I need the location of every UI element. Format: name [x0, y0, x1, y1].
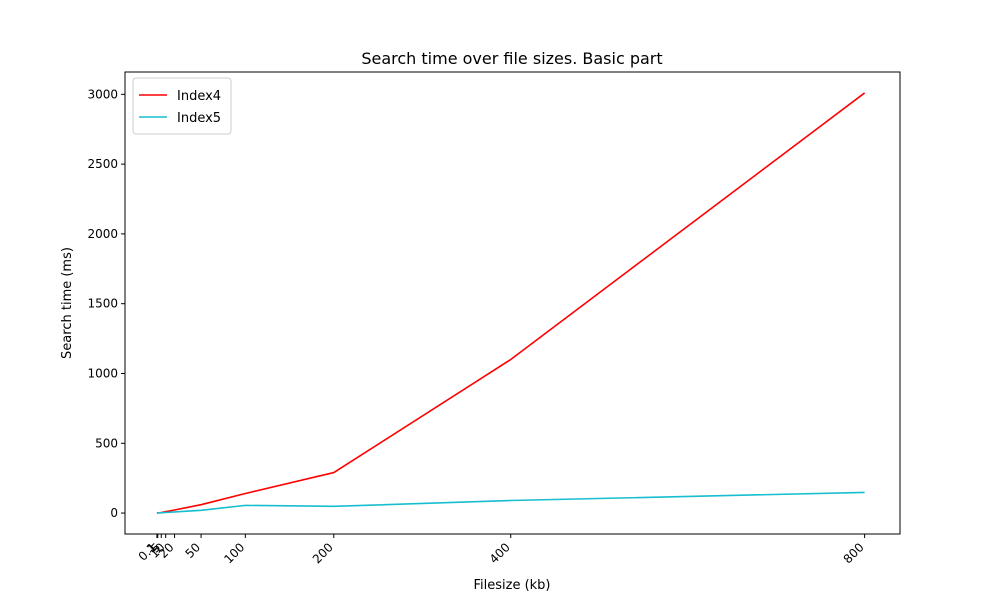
chart-title: Search time over file sizes. Basic part — [361, 49, 662, 68]
y-axis-title: Search time (ms) — [60, 247, 75, 359]
y-tick-label: 500 — [95, 436, 118, 450]
legend-box — [132, 77, 232, 135]
legend: Index4 Index5 — [132, 77, 232, 135]
y-tick-label: 2500 — [87, 157, 118, 171]
y-tick-label: 1500 — [87, 297, 118, 311]
series-layer — [156, 92, 866, 514]
plot-frame — [124, 71, 901, 535]
plot-area — [124, 71, 901, 535]
y-tick-label: 2000 — [87, 227, 118, 241]
y-axis: 0 500 1000 1500 2000 2500 3000 — [87, 87, 125, 520]
y-tick-label: 0 — [110, 506, 118, 520]
y-tick-label: 3000 — [87, 87, 118, 101]
x-axis-title: Filesize (kb) — [473, 578, 550, 593]
legend-label-index5: Index5 — [177, 111, 221, 126]
series-line-index5 — [156, 491, 865, 514]
legend-label-index4: Index4 — [177, 89, 221, 104]
y-tick-label: 1000 — [87, 366, 118, 380]
